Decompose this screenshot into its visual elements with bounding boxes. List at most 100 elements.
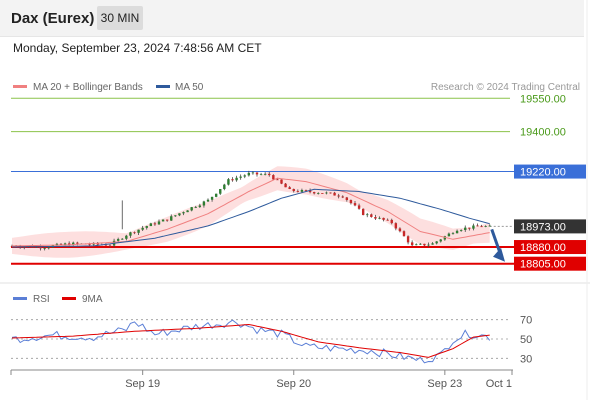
moving-averages xyxy=(12,177,490,248)
legend-swatch-ma50 xyxy=(156,85,170,88)
candle-body xyxy=(472,225,475,229)
timeframe-button[interactable]: 30 MIN xyxy=(97,6,143,30)
candle-body xyxy=(288,187,291,190)
level-label-support: 18805.00 xyxy=(520,259,566,271)
level-label-box-support xyxy=(514,256,586,271)
candle-body xyxy=(202,201,206,206)
rsi-tick-label: 50 xyxy=(520,334,532,346)
candle-body xyxy=(398,228,402,232)
candle-body xyxy=(308,190,312,193)
candle-body xyxy=(357,205,361,209)
forecast-arrow-head xyxy=(493,247,505,262)
x-tick-label: Oct 1 xyxy=(486,378,512,390)
candle-body xyxy=(317,193,320,194)
legend-label-9ma: 9MA xyxy=(82,294,103,305)
level-label-last: 18973.00 xyxy=(520,221,566,233)
candle-body xyxy=(133,232,136,234)
candle-body xyxy=(280,179,283,184)
candle-body xyxy=(402,231,406,237)
candle-body xyxy=(116,239,120,241)
candle-body xyxy=(349,200,353,204)
candle-body xyxy=(96,242,99,245)
legend-label-rsi: RSI xyxy=(33,294,50,305)
candle-body xyxy=(145,226,148,228)
legend-label-ma50: MA 50 xyxy=(175,82,204,93)
candle-body xyxy=(325,192,328,194)
candle-body xyxy=(178,213,181,216)
legend-label-ma20: MA 20 + Bollinger Bands xyxy=(33,82,143,93)
legend-swatch-9ma xyxy=(62,297,76,300)
candle-body xyxy=(182,212,185,214)
candle-body xyxy=(451,233,455,235)
candle-body xyxy=(14,245,18,247)
candle-body xyxy=(219,189,222,194)
key-levels xyxy=(11,97,586,265)
candle-body xyxy=(227,179,230,185)
legend-swatch-ma20 xyxy=(13,85,27,88)
candle-body xyxy=(443,236,447,240)
candle-body xyxy=(255,172,259,175)
legend-swatch-rsi xyxy=(13,297,27,300)
candle-body xyxy=(141,227,144,230)
candle-body xyxy=(243,175,246,177)
candle-body xyxy=(296,191,300,192)
time-axis: Sep 19 Sep 20 Sep 23 Oct 1 xyxy=(10,370,513,390)
candle-body xyxy=(361,208,365,216)
candle-body xyxy=(251,172,255,174)
candle-body xyxy=(378,217,381,219)
candle-body xyxy=(484,226,487,227)
price-level-labels: 19550.00 19400.00 19220.00 18973.00 18880.00… xyxy=(514,93,586,271)
candle-body xyxy=(129,232,132,236)
ma50-line xyxy=(12,188,490,248)
candle-body xyxy=(304,189,308,191)
x-tick-label: Sep 19 xyxy=(125,378,160,390)
candle-body xyxy=(194,206,197,208)
candle-body xyxy=(337,195,340,197)
candle-body xyxy=(137,229,140,233)
candle-body xyxy=(386,219,389,221)
level-label-resistance: 19220.00 xyxy=(520,167,566,179)
candle-body xyxy=(43,248,46,250)
candle-body xyxy=(435,241,438,244)
rsi-line xyxy=(11,319,491,364)
candle-body xyxy=(427,244,430,246)
level-label-support: 18880.00 xyxy=(520,242,566,254)
candle-body xyxy=(174,215,177,217)
candle-body xyxy=(366,214,369,216)
candle-body xyxy=(121,238,124,240)
candle-body xyxy=(272,175,275,180)
candle-body xyxy=(353,203,357,206)
candle-body xyxy=(125,235,128,239)
rsi-tick-label: 70 xyxy=(520,315,532,327)
candle-body xyxy=(333,192,336,196)
candle-body xyxy=(161,219,165,222)
candle-body xyxy=(341,196,344,198)
rsi-panel: 70 50 30 xyxy=(11,315,532,365)
candle-body xyxy=(447,233,451,237)
candle-body xyxy=(104,244,108,246)
rsi-tick-label: 30 xyxy=(520,353,532,365)
candle-body xyxy=(488,225,491,227)
candle-body xyxy=(76,242,79,244)
candle-body xyxy=(59,243,63,245)
candle-body xyxy=(190,207,193,211)
candle-body xyxy=(231,179,234,181)
candle-body xyxy=(423,243,426,246)
level-label-target: 19400.00 xyxy=(520,127,566,139)
candle-body xyxy=(268,173,271,176)
candle-body xyxy=(239,176,242,178)
candle-body xyxy=(468,227,471,229)
candle-body xyxy=(394,223,398,229)
candle-body xyxy=(480,226,483,228)
chart-datetime: Monday, September 23, 2024 7:48:56 AM CE… xyxy=(13,41,262,55)
candle-body xyxy=(153,223,157,225)
level-label-box-last xyxy=(514,219,586,234)
candle-body xyxy=(300,189,304,192)
candle-body xyxy=(170,216,173,221)
candle-body xyxy=(67,243,71,246)
candle-body xyxy=(284,183,287,188)
candle-body xyxy=(165,219,169,221)
candle-body xyxy=(276,179,279,181)
candle-body xyxy=(247,172,251,176)
candle-body xyxy=(345,197,349,201)
